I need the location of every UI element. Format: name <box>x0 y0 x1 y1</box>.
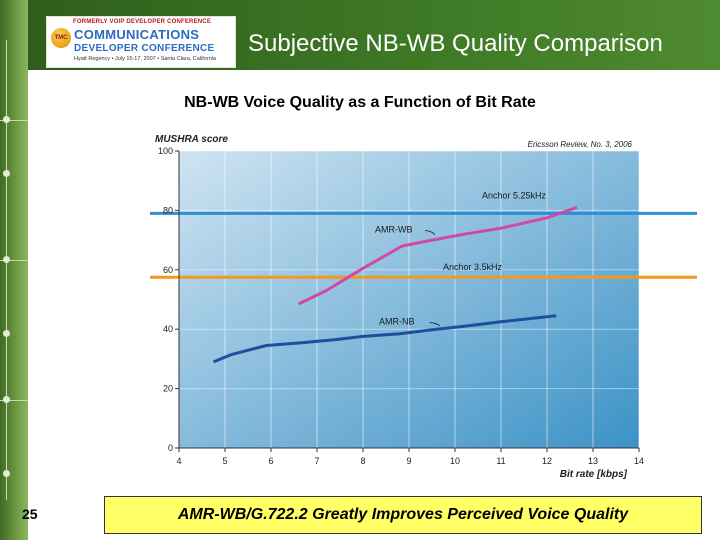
x-tick-label: 7 <box>314 456 319 466</box>
x-tick-label: 10 <box>450 456 460 466</box>
decorative-dot <box>3 470 10 477</box>
x-tick-label: 5 <box>222 456 227 466</box>
chart-title: NB-WB Voice Quality as a Function of Bit… <box>184 94 536 111</box>
decorative-line <box>0 120 28 121</box>
series-line <box>212 314 557 364</box>
logo-line2: DEVELOPER CONFERENCE <box>74 43 215 54</box>
x-tick-label: 6 <box>268 456 273 466</box>
slide-title: Subjective NB-WB Quality Comparison <box>248 30 663 57</box>
footer-banner: AMR-WB/G.722.2 Greatly Improves Perceive… <box>104 496 702 534</box>
series-line <box>297 205 578 306</box>
y-tick-label: 0 <box>168 443 173 453</box>
decorative-line <box>0 260 28 261</box>
decorative-line <box>0 400 28 401</box>
logo-badge-icon: TMC <box>51 28 71 48</box>
x-tick-label: 8 <box>360 456 365 466</box>
series-label: AMR-NB <box>379 317 415 327</box>
reference-label: Anchor 3.5kHz <box>443 262 503 272</box>
logo-line1: COMMUNICATIONS <box>74 27 200 42</box>
x-tick-label: 11 <box>496 456 505 466</box>
decorative-left-band <box>0 0 28 540</box>
label-leader-line <box>425 230 436 235</box>
x-tick-label: 12 <box>542 456 552 466</box>
chart-source: Ericsson Review, No. 3, 2006 <box>528 140 633 149</box>
conference-logo: FORMERLY VOIP DEVELOPER CONFERENCE TMC C… <box>46 16 236 68</box>
footer-banner-text: AMR-WB/G.722.2 Greatly Improves Perceive… <box>177 506 629 523</box>
logo-line3: Hyatt Regency • July 15-17, 2007 • Santa… <box>74 56 217 62</box>
x-tick-label: 14 <box>634 456 644 466</box>
decorative-dot <box>3 116 10 123</box>
x-tick-label: 4 <box>176 456 181 466</box>
x-axis-label: Bit rate [kbps] <box>560 469 628 480</box>
y-tick-label: 100 <box>158 146 173 156</box>
decorative-dot <box>3 256 10 263</box>
y-tick-label: 40 <box>163 324 173 334</box>
decorative-dot <box>3 330 10 337</box>
reference-lines <box>150 211 697 279</box>
y-tick-label: 80 <box>163 205 173 215</box>
slide-header: FORMERLY VOIP DEVELOPER CONFERENCE TMC C… <box>28 0 720 70</box>
series-labels: Anchor 5.25kHz Anchor 3.5kHz AMR-WB AMR-NB <box>375 191 547 327</box>
series-lines <box>212 205 578 364</box>
decorative-line <box>6 40 7 500</box>
y-axis-label: MUSHRA score <box>155 134 228 145</box>
x-tick-label: 13 <box>588 456 598 466</box>
reference-label: Anchor 5.25kHz <box>482 191 547 201</box>
x-tick-label: 9 <box>406 456 411 466</box>
decorative-dot <box>3 396 10 403</box>
y-tick-label: 20 <box>163 384 173 394</box>
page-number: 25 <box>22 506 38 522</box>
series-label: AMR-WB <box>375 225 413 235</box>
decorative-dot <box>3 170 10 177</box>
label-leader-line <box>429 322 440 326</box>
logo-top-text: FORMERLY VOIP DEVELOPER CONFERENCE <box>73 19 212 25</box>
axes: 0 20 40 60 80 100 4 5 6 7 8 9 10 11 12 13 14 <box>158 146 644 466</box>
y-tick-label: 60 <box>163 265 173 275</box>
